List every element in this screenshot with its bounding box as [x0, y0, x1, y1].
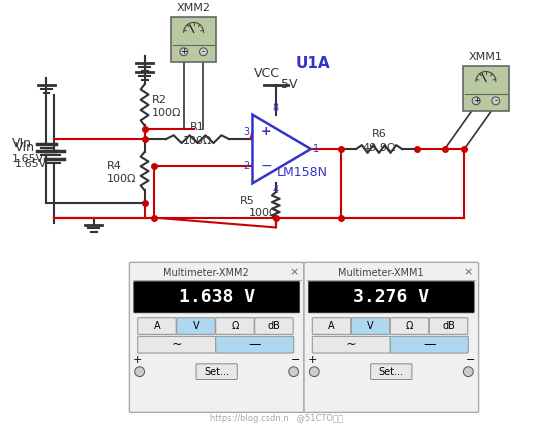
Text: A: A	[329, 321, 335, 331]
FancyBboxPatch shape	[171, 17, 216, 62]
Text: 5V: 5V	[281, 78, 297, 91]
Text: —: —	[248, 338, 261, 351]
Text: −: −	[291, 355, 300, 365]
Text: ×: ×	[464, 268, 473, 278]
FancyBboxPatch shape	[391, 336, 468, 353]
FancyBboxPatch shape	[463, 65, 509, 111]
Text: V: V	[367, 321, 374, 331]
Text: 3.276 V: 3.276 V	[353, 288, 429, 306]
Text: 8: 8	[273, 103, 279, 113]
Text: ~: ~	[171, 338, 182, 351]
Circle shape	[289, 367, 299, 377]
FancyBboxPatch shape	[196, 364, 237, 380]
FancyBboxPatch shape	[391, 318, 429, 334]
Text: +: +	[307, 355, 317, 365]
Text: ~: ~	[346, 338, 357, 351]
Text: 1.65V: 1.65V	[12, 155, 44, 164]
Text: 100Ω: 100Ω	[183, 136, 212, 146]
Text: VCC: VCC	[254, 67, 280, 80]
Text: R5: R5	[239, 196, 254, 205]
Text: Set...: Set...	[204, 367, 229, 377]
Text: Ω: Ω	[406, 321, 413, 331]
Text: +: +	[181, 47, 187, 56]
Text: VIn: VIn	[12, 137, 32, 150]
Text: 100Ω: 100Ω	[249, 208, 279, 218]
Text: 1: 1	[313, 144, 319, 154]
FancyBboxPatch shape	[130, 262, 304, 413]
FancyBboxPatch shape	[351, 318, 390, 334]
Circle shape	[199, 48, 207, 56]
Text: 2: 2	[243, 161, 249, 171]
FancyBboxPatch shape	[371, 364, 412, 380]
Text: Multimeter-XMM1: Multimeter-XMM1	[338, 268, 424, 278]
Text: R1: R1	[190, 122, 205, 132]
Text: Ω: Ω	[231, 321, 239, 331]
FancyBboxPatch shape	[216, 336, 294, 353]
Circle shape	[135, 367, 145, 377]
FancyBboxPatch shape	[138, 318, 176, 334]
Text: −: −	[465, 355, 475, 365]
Text: 49.9Ω: 49.9Ω	[362, 143, 396, 153]
Text: XMM1: XMM1	[469, 52, 503, 62]
Text: -: -	[494, 96, 497, 105]
Text: Set...: Set...	[379, 367, 404, 377]
Text: 1.65V: 1.65V	[15, 159, 47, 169]
FancyBboxPatch shape	[429, 318, 468, 334]
Circle shape	[309, 367, 319, 377]
Text: 100Ω: 100Ω	[107, 174, 137, 184]
Text: dB: dB	[442, 321, 455, 331]
Circle shape	[463, 367, 473, 377]
FancyBboxPatch shape	[216, 318, 254, 334]
FancyBboxPatch shape	[304, 262, 479, 413]
Circle shape	[472, 97, 480, 105]
Text: A: A	[153, 321, 160, 331]
FancyBboxPatch shape	[134, 282, 300, 313]
Text: U1A: U1A	[295, 56, 330, 71]
FancyBboxPatch shape	[309, 282, 474, 313]
Text: -: -	[202, 47, 205, 56]
Text: 100Ω: 100Ω	[151, 108, 181, 118]
Text: dB: dB	[268, 321, 280, 331]
Text: R4: R4	[107, 161, 122, 171]
Text: Multimeter-XMM2: Multimeter-XMM2	[163, 268, 249, 278]
Text: R6: R6	[372, 129, 386, 139]
Text: ×: ×	[289, 268, 299, 278]
Text: —: —	[423, 338, 435, 351]
Text: +: +	[133, 355, 142, 365]
Text: −: −	[260, 159, 272, 173]
Text: VIn: VIn	[15, 141, 35, 154]
FancyBboxPatch shape	[177, 318, 215, 334]
FancyBboxPatch shape	[138, 336, 216, 353]
Circle shape	[180, 48, 188, 56]
Text: R2: R2	[151, 95, 166, 105]
Circle shape	[492, 97, 500, 105]
FancyBboxPatch shape	[255, 318, 293, 334]
Text: XMM2: XMM2	[177, 3, 211, 13]
Text: 3: 3	[243, 127, 249, 137]
Text: V: V	[193, 321, 199, 331]
Text: 4: 4	[273, 185, 279, 195]
Text: +: +	[473, 96, 480, 105]
Text: 1.638 V: 1.638 V	[178, 288, 255, 306]
Text: https://blog.csdn.n   @51CTO博客: https://blog.csdn.n @51CTO博客	[211, 414, 343, 423]
FancyBboxPatch shape	[312, 318, 351, 334]
FancyBboxPatch shape	[312, 336, 391, 353]
Text: LM158N: LM158N	[277, 166, 328, 179]
Text: +: +	[260, 125, 271, 138]
